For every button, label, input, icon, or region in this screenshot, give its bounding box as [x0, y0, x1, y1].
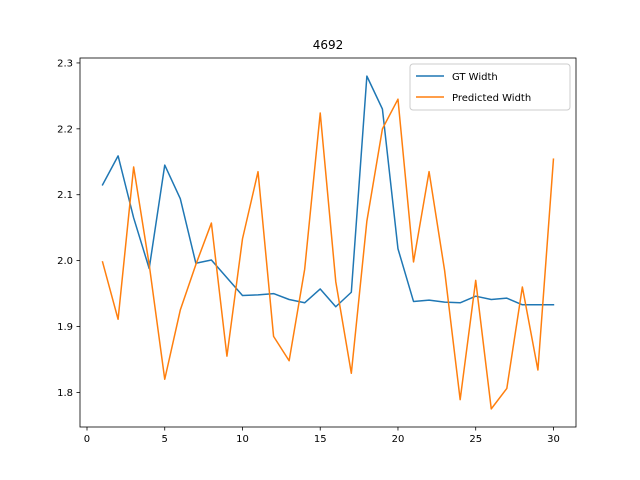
y-tick-label: 2.1 — [57, 190, 73, 201]
y-tick-label: 1.9 — [57, 322, 73, 333]
x-tick-label: 10 — [236, 434, 249, 445]
legend: GT Width Predicted Width — [409, 63, 571, 111]
x-tick-label: 25 — [469, 434, 482, 445]
legend-box — [409, 63, 571, 111]
plot-area — [80, 58, 576, 427]
x-tick-label: 15 — [314, 434, 327, 445]
y-tick-label: 2.3 — [57, 58, 73, 69]
axes-layer: 0 5 10 15 20 25 30 1.8 1.9 2.0 2.1 2.2 2.3 — [57, 57, 577, 445]
chart-title: 4692 — [313, 38, 344, 52]
x-tick-label: 5 — [162, 434, 168, 445]
series-line-predicted-width — [101, 98, 555, 410]
plot-background — [80, 58, 576, 427]
y-tick-label: 1.8 — [57, 388, 73, 399]
x-tick-label: 20 — [392, 434, 405, 445]
x-tick-label: 0 — [84, 434, 90, 445]
x-tick-label: 30 — [547, 434, 560, 445]
series-layer — [101, 75, 555, 410]
legend-label-gt-width: GT Width — [452, 72, 498, 83]
axes-frame — [79, 57, 577, 428]
y-tick-label: 2.2 — [57, 124, 73, 135]
legend-label-predicted-width: Predicted Width — [452, 93, 531, 104]
y-tick-label: 2.0 — [57, 256, 73, 267]
